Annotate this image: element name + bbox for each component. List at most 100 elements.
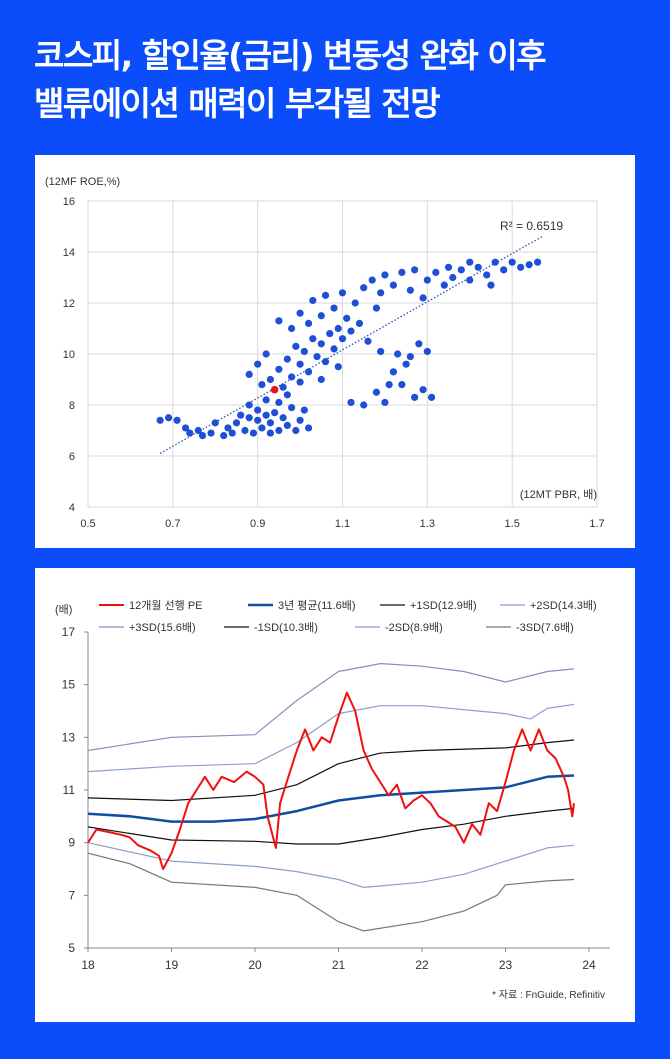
scatter-point <box>304 424 313 432</box>
scatter-point <box>262 396 270 404</box>
scatter-point <box>334 324 342 333</box>
legend-label: +2SD(14.3배) <box>530 599 597 612</box>
scatter-point <box>304 368 313 376</box>
scatter-point <box>343 314 351 322</box>
scatter-point <box>491 258 499 266</box>
scatter-point <box>292 426 300 435</box>
scatter-point <box>394 350 402 358</box>
legend-label: 3년 평균(11.6배) <box>278 599 356 612</box>
pe-band-chart-panel: 5 7 9 11 13 15 17 18 19 20 21 22 23 24 (배) 12개월 선행 PE 3년… <box>35 568 635 1022</box>
scatter-point <box>364 337 372 345</box>
scatter-point <box>288 324 296 333</box>
y-tick-label: 4 <box>69 502 75 514</box>
scatter-point <box>326 330 334 338</box>
scatter-point <box>232 419 241 427</box>
scatter-point <box>385 381 393 389</box>
scatter-chart: 0.5 0.7 0.9 1.1 1.3 1.5 1.7 4 6 8 10 12 14 16 (12MF RO… <box>45 176 605 530</box>
scatter-point <box>241 426 249 435</box>
series-line-5 <box>87 807 575 845</box>
scatter-point <box>474 263 482 271</box>
x-tick-label: 0.9 <box>250 518 265 530</box>
scatter-point <box>254 416 262 424</box>
scatter-point <box>406 286 414 294</box>
scatter-chart-panel: 0.5 0.7 0.9 1.1 1.3 1.5 1.7 4 6 8 10 12 14 16 (12MF RO… <box>35 155 635 548</box>
scatter-point <box>444 263 453 271</box>
series-line-4 <box>87 663 575 752</box>
scatter-point <box>449 273 457 282</box>
scatter-point <box>237 411 245 419</box>
scatter-point <box>198 432 207 440</box>
scatter-point <box>466 258 474 266</box>
scatter-point <box>321 358 330 366</box>
scatter-point <box>330 345 338 353</box>
scatter-point <box>457 266 465 274</box>
scatter-point <box>220 432 228 440</box>
scatter-point <box>338 335 347 343</box>
scatter-point <box>427 393 436 401</box>
x-tick-label: 1.5 <box>505 518 520 530</box>
scatter-point <box>377 289 385 297</box>
scatter-point <box>402 360 410 368</box>
y-tick-label: 11 <box>63 783 76 797</box>
scatter-point <box>245 414 253 422</box>
scatter-point <box>440 281 448 289</box>
scatter-point <box>288 403 296 412</box>
scatter-point <box>266 419 274 427</box>
scatter-point <box>419 386 427 394</box>
series-line-3 <box>87 703 575 773</box>
scatter-point <box>156 416 164 424</box>
scatter-point <box>381 271 389 279</box>
scatter-point <box>313 352 321 361</box>
scatter-point <box>292 342 300 350</box>
x-tick-label: 0.7 <box>165 518 180 530</box>
scatter-point <box>483 271 491 279</box>
x-tick-label: 24 <box>582 958 596 972</box>
scatter-point <box>288 373 296 381</box>
scatter-point <box>283 391 291 399</box>
series-line-2 <box>87 739 575 802</box>
y-tick-label: 13 <box>62 730 76 744</box>
scatter-point <box>300 406 308 414</box>
y-tick-label: 7 <box>68 888 75 902</box>
scatter-point <box>423 347 431 356</box>
scatter-point <box>262 350 270 358</box>
scatter-point <box>389 281 397 289</box>
scatter-point <box>500 266 508 274</box>
scatter-point <box>266 375 274 384</box>
scatter-point <box>283 355 291 363</box>
headline-line-1: 코스피, 할인율(금리) 변동성 완화 이후 <box>34 36 547 75</box>
scatter-point <box>487 281 495 289</box>
scatter-point <box>317 375 325 384</box>
scatter-point <box>245 370 253 378</box>
y-tick-label: 12 <box>63 298 75 310</box>
x-tick-label: 1.7 <box>589 518 604 530</box>
x-tick-label: 1.3 <box>420 518 435 530</box>
scatter-point <box>419 294 427 302</box>
source-note: * 자료 : FnGuide, Refinitiv <box>492 989 605 1001</box>
scatter-point <box>334 363 342 371</box>
scatter-point <box>254 406 262 414</box>
scatter-point <box>300 347 308 356</box>
scatter-point <box>351 299 359 307</box>
series-line-1 <box>87 774 575 823</box>
x-tick-label: 0.5 <box>80 518 95 530</box>
scatter-point <box>347 398 355 407</box>
current-point <box>270 385 279 394</box>
scatter-point <box>432 268 440 276</box>
scatter-point <box>508 258 516 266</box>
x-tick-label: 21 <box>332 958 346 972</box>
headline: 코스피, 할인율(금리) 변동성 완화 이후 밸류에이션 매력이 부각될 전망 <box>34 32 547 128</box>
scatter-point <box>381 398 389 407</box>
scatter-point <box>372 388 381 396</box>
legend-label: +1SD(12.9배) <box>410 599 477 612</box>
scatter-point <box>415 340 423 348</box>
legend-label: 12개월 선행 PE <box>129 599 203 612</box>
y-axis-label: (12MF ROE,%) <box>45 176 120 188</box>
scatter-point <box>164 414 173 422</box>
x-tick-label: 19 <box>165 958 179 972</box>
scatter-point <box>262 411 270 419</box>
y-tick-label: 17 <box>62 625 76 639</box>
scatter-point <box>275 398 283 407</box>
scatter-point <box>296 416 304 424</box>
scatter-point <box>347 327 355 335</box>
